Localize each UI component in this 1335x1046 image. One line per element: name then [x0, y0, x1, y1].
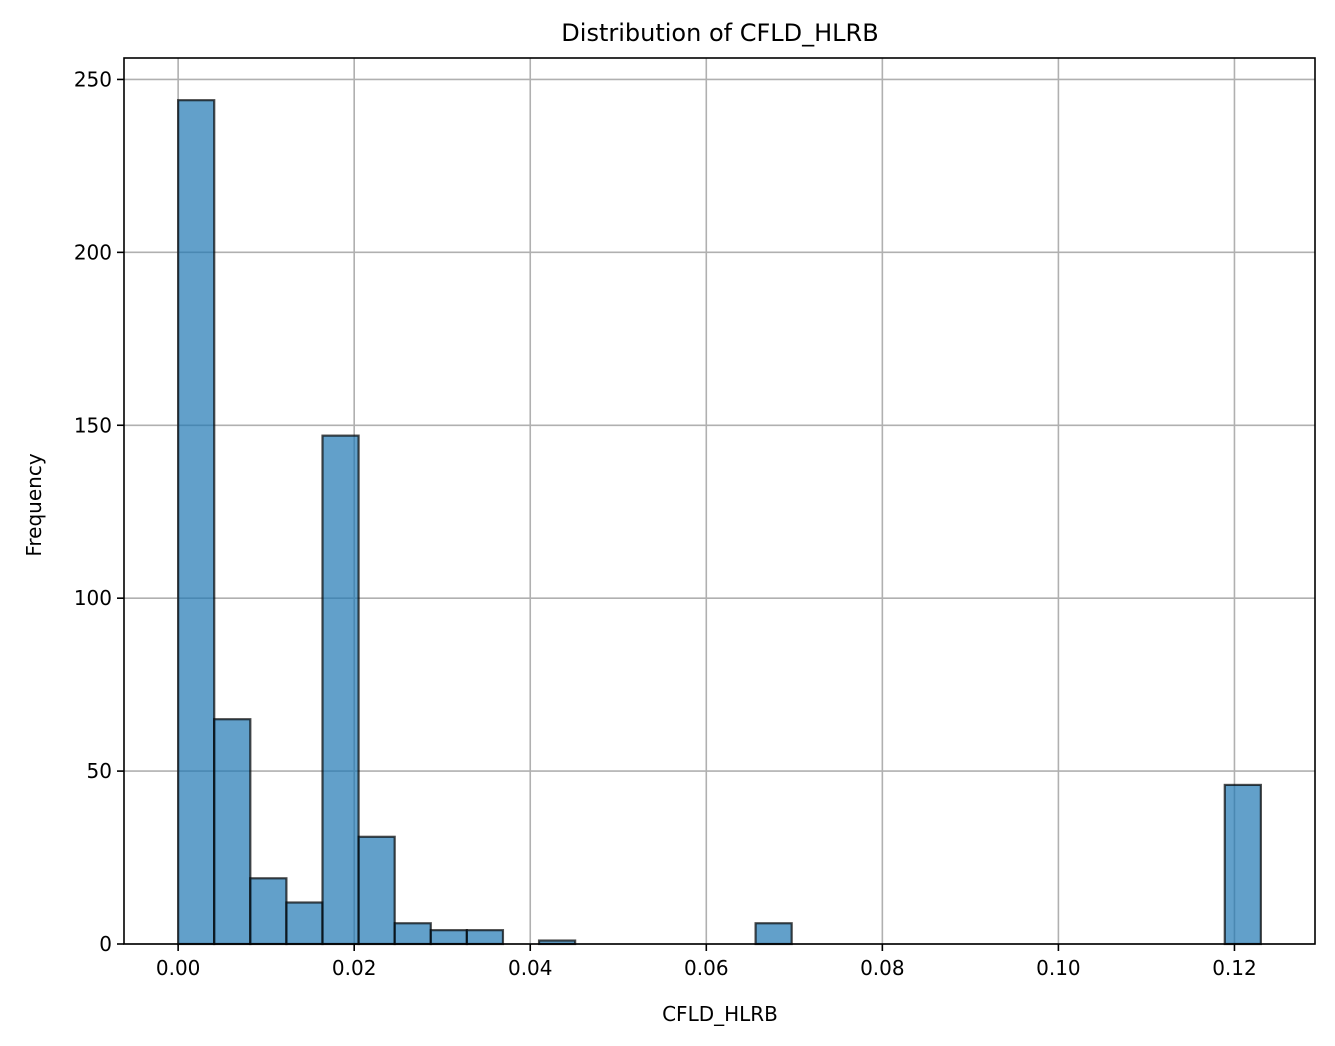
histogram-bar [249, 877, 288, 946]
histogram-bar [213, 718, 252, 946]
y-tick-label: 50 [87, 759, 112, 783]
x-tick-label: 0.04 [508, 956, 553, 980]
x-tick-label: 0.08 [860, 956, 905, 980]
y-tick-label: 200 [74, 240, 112, 264]
histogram-bar [429, 929, 468, 946]
plot-frame [123, 57, 1316, 945]
histogram-bar [357, 835, 396, 946]
histogram-bar [285, 901, 324, 946]
histogram-bar [393, 922, 432, 946]
histogram-bar [177, 99, 216, 946]
y-axis-label: Frequency [22, 453, 46, 556]
y-tick-label: 150 [74, 413, 112, 437]
y-tick-label: 250 [74, 67, 112, 91]
x-tick-label: 0.10 [1036, 956, 1081, 980]
x-tick-label: 0.12 [1212, 956, 1257, 980]
histogram-bar [754, 922, 793, 946]
x-tick-label: 0.06 [684, 956, 729, 980]
y-tick-label: 0 [99, 932, 112, 956]
histogram-bar [321, 434, 360, 946]
y-axis-ticks: 0 50 100 150 200 250 [74, 67, 124, 956]
x-axis-label: CFLD_HLRB [662, 1002, 778, 1026]
histogram-bar [1223, 783, 1262, 946]
histogram-bars [177, 99, 1262, 946]
y-tick-label: 100 [74, 586, 112, 610]
histogram-bar [465, 929, 505, 946]
x-axis-ticks: 0.00 0.02 0.04 0.06 0.08 0.10 0.12 [156, 944, 1257, 980]
x-tick-label: 0.00 [156, 956, 201, 980]
x-tick-label: 0.02 [332, 956, 377, 980]
chart-title: Distribution of CFLD_HLRB [561, 19, 878, 47]
plot-area [124, 58, 1315, 944]
